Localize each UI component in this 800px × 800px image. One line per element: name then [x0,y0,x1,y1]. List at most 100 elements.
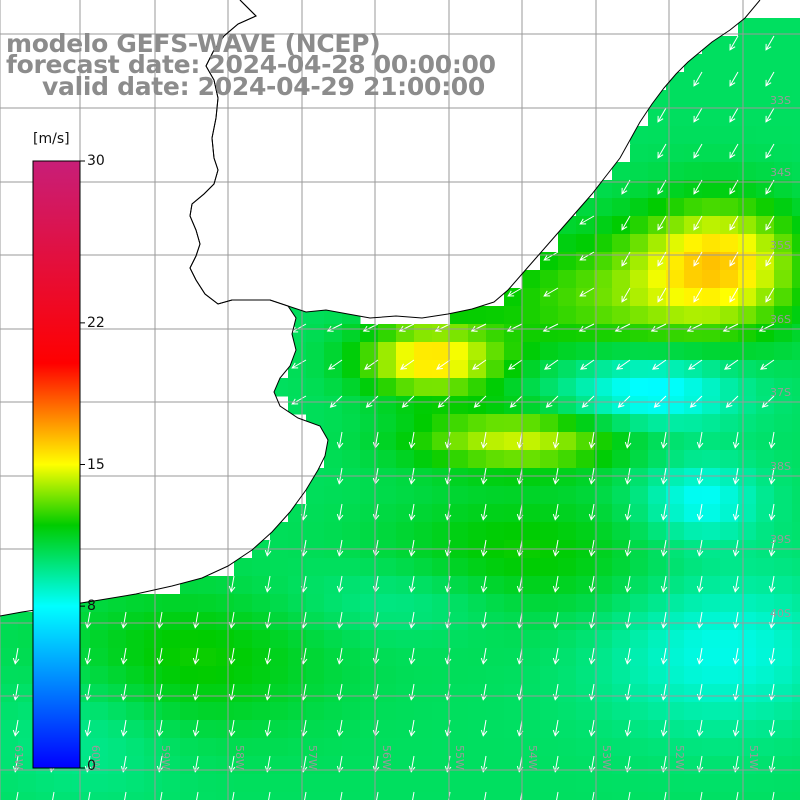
wind-speed-cell [468,558,487,577]
lon-label: 52W [673,745,686,770]
wind-speed-cell [594,702,613,721]
wind-speed-cell [288,774,307,793]
wind-speed-cell [450,558,469,577]
wind-speed-cell [342,756,361,775]
wind-speed-cell [468,576,487,595]
wind-speed-cell [378,594,397,613]
wind-speed-cell [324,648,343,667]
wind-speed-cell [612,486,631,505]
wind-arrow [408,539,416,557]
wind-speed-cell [792,216,800,235]
wind-speed-cell [162,702,181,721]
wind-arrow [228,719,236,737]
wind-arrow [660,431,668,449]
wind-speed-cell [738,468,757,487]
wind-arrow [543,287,559,297]
wind-arrow [696,503,704,521]
wind-speed-cell [774,720,793,739]
wind-speed-cell [648,288,667,307]
wind-speed-cell [504,612,523,631]
wind-speed-cell [360,684,379,703]
wind-speed-cell [702,684,721,703]
wind-speed-cell [396,432,415,451]
wind-speed-cell [720,720,739,739]
wind-speed-cell [630,648,649,667]
wind-speed-cell [504,450,523,469]
lon-label: 54W [526,745,539,770]
wind-speed-cell [522,396,541,415]
wind-speed-cell [360,720,379,739]
wind-speed-cell [198,702,217,721]
wind-arrow [552,431,560,449]
wind-speed-cell [504,360,523,379]
wind-speed-cell [756,180,775,199]
wind-speed-cell [468,450,487,469]
wind-speed-cell [378,468,397,487]
land-argentina [0,0,328,616]
lat-label: 38S [770,460,791,473]
wind-speed-cell [414,648,433,667]
wind-speed-cell [414,432,433,451]
wind-speed-cell [666,378,685,397]
wind-speed-cell [792,252,800,271]
wind-speed-cell [360,360,379,379]
wind-speed-cell [306,720,325,739]
wind-speed-cell [414,342,433,361]
wind-speed-cell [486,684,505,703]
wind-speed-cell [594,648,613,667]
wind-speed-cell [0,738,19,757]
wind-speed-cell [450,594,469,613]
wind-speed-cell [414,522,433,541]
wind-speed-cell [468,360,487,379]
wind-speed-cell [306,576,325,595]
wind-speed-cell [576,630,595,649]
wind-speed-cell [702,432,721,451]
wind-speed-cell [90,792,109,800]
wind-arrow [696,719,704,737]
wind-speed-cell [684,216,703,235]
wind-arrow [588,431,596,449]
wind-speed-cell [702,324,721,343]
wind-speed-cell [162,594,181,613]
wind-speed-cell [576,270,595,289]
wind-speed-cell [756,720,775,739]
wind-speed-cell [486,360,505,379]
wind-speed-cell [558,432,577,451]
wind-speed-cell [144,720,163,739]
colorbar-tick-label: 15 [87,456,105,473]
wind-speed-cell [774,738,793,757]
wind-speed-cell [540,720,559,739]
wind-speed-cell [0,630,19,649]
wind-speed-cell [612,270,631,289]
wind-speed-cell [504,504,523,523]
wind-speed-cell [342,414,361,433]
wind-speed-cell [342,720,361,739]
wind-speed-cell [774,432,793,451]
wind-speed-cell [702,54,721,73]
wind-arrow [408,575,416,593]
wind-arrow [578,323,595,332]
wind-speed-cell [720,792,739,800]
wind-speed-cell [432,360,451,379]
wind-speed-cell [90,738,109,757]
wind-speed-cell [432,666,451,685]
wind-speed-cell [432,738,451,757]
wind-speed-cell [252,630,271,649]
wind-speed-cell [648,234,667,253]
wind-speed-cell [576,774,595,793]
wind-arrow [650,323,667,332]
wind-speed-cell [594,666,613,685]
wind-speed-cell [450,396,469,415]
wind-speed-cell [684,792,703,800]
wind-speed-cell [648,198,667,217]
wind-speed-cell [738,288,757,307]
wind-speed-cell [378,342,397,361]
wind-speed-cell [612,180,631,199]
wind-speed-cell [666,126,685,145]
wind-arrow [588,647,596,665]
wind-speed-cell [216,666,235,685]
wind-speed-cell [252,594,271,613]
wind-speed-cell [360,792,379,800]
wind-speed-cell [216,738,235,757]
forecast-date: forecast date: 2024-04-28 00:00:00 [6,50,496,79]
